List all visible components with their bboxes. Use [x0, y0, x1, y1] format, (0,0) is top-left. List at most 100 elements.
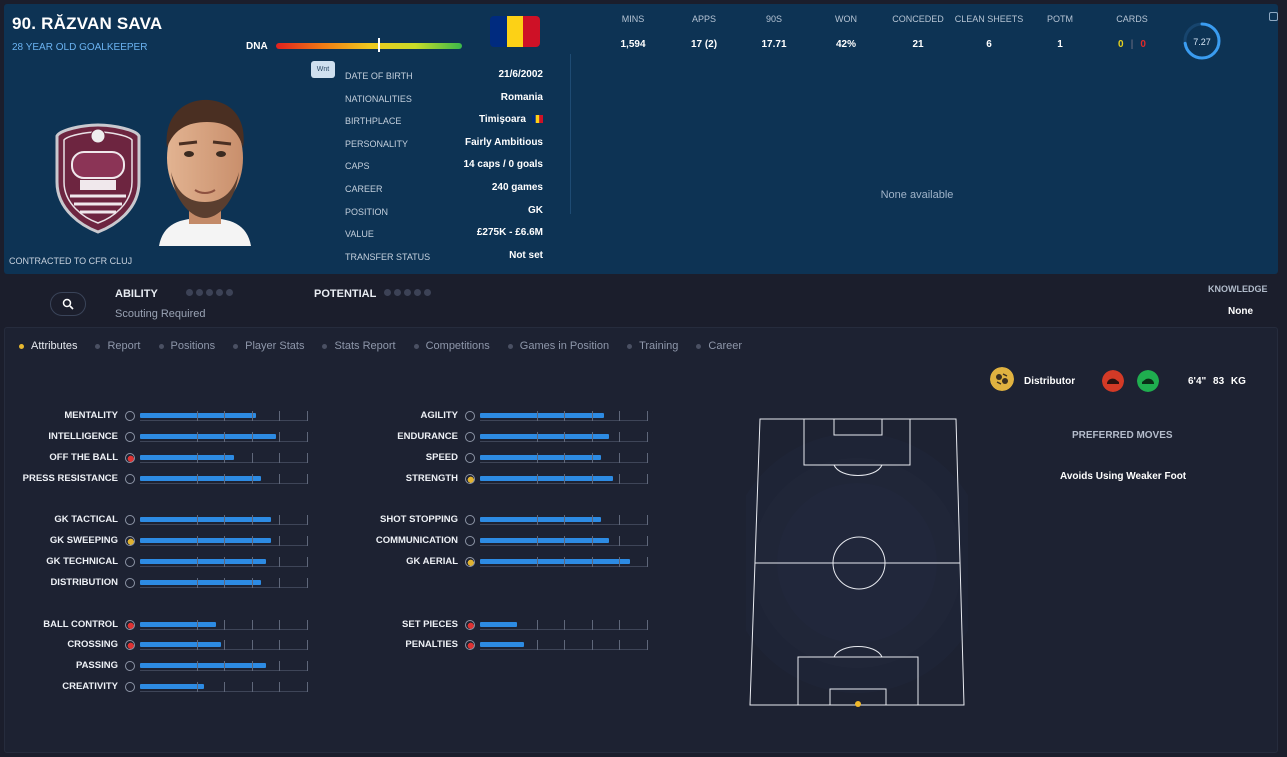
attribute-name[interactable]: DISTRIBUTION	[50, 577, 118, 588]
position-pitch[interactable]	[746, 413, 968, 709]
attribute-row[interactable]: STRENGTH	[0, 473, 700, 487]
attribute-name[interactable]: OFF THE BALL	[49, 452, 118, 463]
season-stats: MINS 1,594 APPS 17 (2) 90S 17.71 WON 42% CON…	[590, 14, 1160, 59]
attribute-row[interactable]: AGILITY	[0, 410, 700, 424]
stat-clean-sheets: CLEAN SHEETS 6	[954, 14, 1024, 50]
bar-tick	[307, 557, 308, 567]
attribute-row[interactable]: SHOT STOPPING	[0, 514, 700, 528]
attribute-bar-fill	[480, 517, 601, 522]
attribute-row[interactable]: MENTALITY	[0, 410, 700, 424]
attribute-row[interactable]: PRESS RESISTANCE	[0, 473, 700, 487]
tab-stats-report[interactable]: Stats Report	[322, 340, 396, 352]
bar-tick	[224, 557, 226, 567]
attribute-row[interactable]: PENALTIES	[0, 639, 700, 653]
club-crest-icon[interactable]	[54, 122, 142, 234]
bar-tick	[564, 474, 566, 484]
attribute-name[interactable]: GK TACTICAL	[54, 514, 118, 525]
attribute-bar-fill	[140, 517, 272, 522]
attribute-name[interactable]: INTELLIGENCE	[48, 431, 118, 442]
tab-attributes[interactable]: Attributes	[19, 340, 77, 352]
bar-tick	[307, 515, 308, 525]
contract-label[interactable]: CONTRACTED TO CFR CLUJ	[9, 256, 133, 266]
bar-tick	[307, 411, 308, 421]
tab-training[interactable]: Training	[627, 340, 678, 352]
dna-bar[interactable]	[276, 43, 462, 49]
attribute-bar	[140, 536, 308, 546]
divider	[570, 54, 571, 214]
attribute-row[interactable]: SET PIECES	[0, 619, 700, 633]
attribute-name[interactable]: SET PIECES	[402, 619, 458, 630]
right-foot-icon[interactable]	[1137, 370, 1159, 392]
attribute-row[interactable]: CROSSING	[0, 639, 700, 653]
attribute-name[interactable]: GK TECHNICAL	[46, 556, 118, 567]
settings-icon[interactable]	[1269, 12, 1278, 21]
birthplace-text[interactable]: Timişoara	[478, 114, 526, 126]
attribute-name[interactable]: BALL CONTROL	[43, 619, 118, 630]
attribute-row[interactable]: DISTRIBUTION	[0, 577, 700, 591]
bar-tick	[564, 536, 566, 546]
bar-tick	[647, 515, 648, 525]
attribute-bar	[480, 640, 648, 650]
bar-tick	[279, 515, 281, 525]
bar-tick	[196, 620, 198, 630]
attribute-name[interactable]: PASSING	[75, 660, 118, 671]
role-label[interactable]: Distributor	[1024, 376, 1076, 387]
info-birthplace: BIRTHPLACE Timişoara	[345, 111, 543, 134]
attribute-name[interactable]: AGILITY	[420, 410, 458, 421]
attribute-name[interactable]: CROSSING	[67, 639, 118, 650]
info-value: VALUE £275K - £6.6M	[345, 227, 543, 240]
attribute-row[interactable]: PASSING	[0, 660, 700, 674]
rating-ring[interactable]: 7.27	[1180, 19, 1224, 63]
bar-tick	[536, 474, 538, 484]
attribute-row[interactable]: COMMUNICATION	[0, 535, 700, 549]
attribute-row[interactable]: INTELLIGENCE	[0, 431, 700, 445]
bar-tick	[307, 578, 308, 588]
attribute-row[interactable]: GK TACTICAL	[0, 514, 700, 528]
attribute-name[interactable]: PRESS RESISTANCE	[22, 473, 118, 484]
tab-career[interactable]: Career	[696, 340, 742, 352]
bar-tick	[224, 661, 226, 671]
attribute-row[interactable]: ENDURANCE	[0, 431, 700, 445]
tab-report[interactable]: Report	[95, 340, 141, 352]
bar-tick	[536, 557, 538, 567]
attribute-row[interactable]: GK AERIAL	[0, 556, 700, 570]
left-foot-icon[interactable]	[1102, 370, 1124, 392]
attribute-row[interactable]: OFF THE BALL	[0, 452, 700, 466]
nation-flag[interactable]	[490, 16, 540, 47]
attribute-row[interactable]: CREATIVITY	[0, 681, 700, 695]
attribute-name[interactable]: COMMUNICATION	[375, 535, 458, 546]
wanted-badge[interactable]: Wnt	[311, 61, 335, 78]
bar-tick	[647, 453, 648, 463]
tab-games-in-position[interactable]: Games in Position	[507, 340, 609, 352]
bar-tick	[619, 474, 621, 484]
attribute-bar	[480, 411, 648, 421]
distributor-role-icon[interactable]	[990, 367, 1014, 391]
ability-stars	[186, 289, 233, 296]
attribute-row[interactable]: GK SWEEPING	[0, 535, 700, 549]
attribute-row[interactable]: SPEED	[0, 452, 700, 466]
attribute-bar-fill	[140, 434, 277, 439]
bar-tick	[536, 453, 538, 463]
mini-flag-icon	[532, 115, 543, 124]
attribute-name[interactable]: ENDURANCE	[397, 431, 458, 442]
attribute-name[interactable]: CREATIVITY	[62, 681, 118, 692]
attribute-row[interactable]: GK TECHNICAL	[0, 556, 700, 570]
attribute-name[interactable]: SPEED	[425, 452, 458, 463]
history-empty: None available	[880, 189, 954, 201]
bar-tick	[224, 578, 226, 588]
tab-positions[interactable]: Positions	[158, 340, 215, 352]
attribute-gauge-icon	[465, 432, 475, 442]
attribute-name[interactable]: PENALTIES	[405, 639, 458, 650]
attribute-row[interactable]: BALL CONTROL	[0, 619, 700, 633]
tab-competitions[interactable]: Competitions	[413, 340, 490, 352]
bar-tick	[647, 474, 648, 484]
attribute-gauge-icon	[125, 557, 135, 567]
search-button[interactable]	[50, 292, 86, 316]
bar-tick	[224, 682, 226, 692]
attribute-name[interactable]: STRENGTH	[405, 473, 458, 484]
attribute-name[interactable]: MENTALITY	[64, 410, 118, 421]
attribute-name[interactable]: GK AERIAL	[406, 556, 458, 567]
attribute-name[interactable]: SHOT STOPPING	[380, 514, 458, 525]
tab-player-stats[interactable]: Player Stats	[233, 340, 304, 352]
attribute-name[interactable]: GK SWEEPING	[49, 535, 118, 546]
